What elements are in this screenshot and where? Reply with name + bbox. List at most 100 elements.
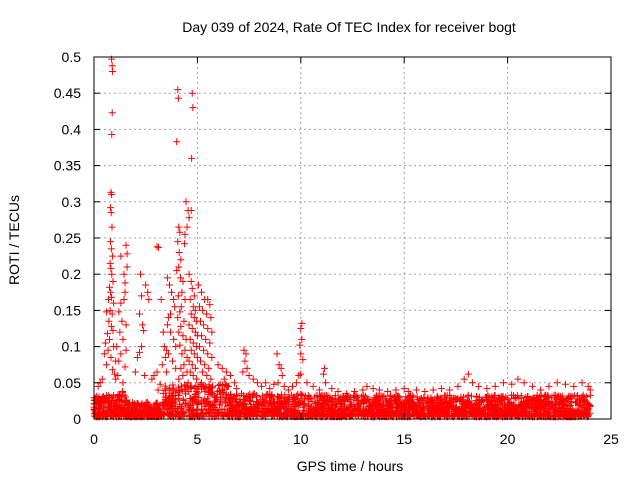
- data-point: [115, 308, 123, 316]
- data-point: [189, 104, 197, 112]
- data-point: [179, 277, 187, 285]
- data-point: [120, 408, 128, 416]
- data-point: [198, 411, 206, 419]
- data-point: [483, 385, 491, 393]
- data-point: [107, 399, 115, 407]
- data-point: [218, 386, 226, 394]
- data-point: [573, 399, 581, 407]
- data-point: [536, 406, 544, 414]
- data-point: [208, 328, 216, 336]
- data-point: [173, 138, 181, 146]
- data-point: [556, 395, 564, 403]
- data-point: [328, 405, 336, 413]
- data-point: [280, 400, 288, 408]
- data-point: [97, 411, 105, 419]
- data-point: [169, 357, 177, 365]
- data-point: [315, 386, 323, 394]
- data-point: [104, 392, 112, 400]
- data-point: [177, 364, 185, 372]
- data-point: [194, 401, 202, 409]
- y-tick-label: 0.2: [62, 266, 82, 282]
- data-point: [323, 401, 331, 409]
- data-point: [152, 399, 160, 407]
- data-point: [107, 209, 115, 217]
- data-point: [359, 386, 367, 394]
- data-point: [297, 350, 305, 358]
- data-point: [309, 382, 317, 390]
- data-point: [110, 299, 118, 307]
- y-tick-label: 0.1: [62, 339, 82, 355]
- data-point: [190, 350, 198, 358]
- data-point: [155, 411, 163, 419]
- data-point: [280, 412, 288, 420]
- data-point: [157, 296, 165, 304]
- data-point: [137, 270, 145, 278]
- data-point: [522, 408, 530, 416]
- data-point: [238, 403, 246, 411]
- data-point: [184, 379, 192, 387]
- data-point: [174, 86, 182, 94]
- data-point: [108, 109, 116, 117]
- data-point: [435, 400, 443, 408]
- data-point: [289, 382, 297, 390]
- data-point: [174, 94, 182, 102]
- data-point: [153, 368, 161, 376]
- data-point: [528, 382, 536, 390]
- data-point: [523, 412, 531, 420]
- x-tick-label: 10: [293, 431, 309, 447]
- data-point: [586, 386, 594, 394]
- data-point: [190, 292, 198, 300]
- data-point: [206, 401, 214, 409]
- data-point: [565, 402, 573, 410]
- data-point: [116, 328, 124, 336]
- data-point: [508, 380, 516, 388]
- data-point: [176, 341, 184, 349]
- data-point: [240, 409, 248, 417]
- data-point: [570, 392, 578, 400]
- data-point: [334, 387, 342, 395]
- data-point: [309, 406, 317, 414]
- data-point: [174, 383, 182, 391]
- data-point: [106, 283, 114, 291]
- data-point: [354, 401, 362, 409]
- data-point: [162, 346, 170, 354]
- data-point: [189, 372, 197, 380]
- data-point: [205, 364, 213, 372]
- data-point: [386, 400, 394, 408]
- data-point: [460, 375, 468, 383]
- data-point: [537, 409, 545, 417]
- data-point: [188, 325, 196, 332]
- data-point: [265, 391, 273, 399]
- data-point: [161, 393, 169, 401]
- data-point: [151, 406, 159, 414]
- data-point: [363, 382, 371, 390]
- data-point: [413, 410, 421, 418]
- data-point: [446, 386, 454, 394]
- data-point: [113, 343, 121, 351]
- data-point: [491, 382, 499, 390]
- data-point: [167, 392, 175, 400]
- data-point: [416, 403, 424, 411]
- data-point: [208, 390, 216, 398]
- data-point: [406, 412, 414, 420]
- data-point: [513, 404, 521, 412]
- data-point: [103, 330, 111, 338]
- data-point: [378, 402, 386, 410]
- data-point: [472, 411, 480, 419]
- data-point: [98, 375, 106, 383]
- data-point: [154, 386, 162, 394]
- data-point: [170, 385, 178, 393]
- data-point: [281, 391, 289, 399]
- data-point: [386, 392, 394, 400]
- data-point: [489, 411, 497, 419]
- data-point: [139, 321, 147, 329]
- data-point: [514, 375, 522, 383]
- data-point: [107, 353, 115, 361]
- data-point: [564, 406, 572, 414]
- data-point: [189, 397, 197, 405]
- data-point: [368, 407, 376, 415]
- data-point: [328, 385, 336, 393]
- data-point: [389, 404, 397, 412]
- data-point: [131, 368, 139, 376]
- data-point: [109, 327, 117, 335]
